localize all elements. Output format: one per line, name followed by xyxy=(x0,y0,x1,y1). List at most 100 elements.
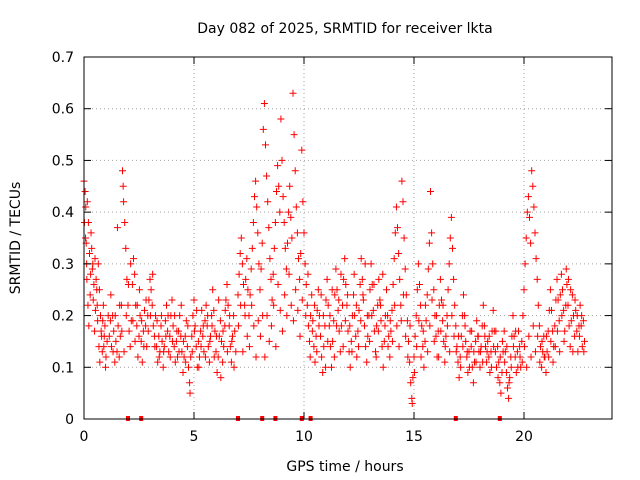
data-point xyxy=(390,255,398,263)
data-point xyxy=(397,301,405,309)
data-point xyxy=(353,353,361,361)
data-point xyxy=(224,301,232,309)
data-point xyxy=(501,358,509,366)
data-point xyxy=(490,343,498,351)
data-point xyxy=(254,317,262,325)
data-point xyxy=(326,343,334,351)
data-point xyxy=(425,239,433,247)
data-point xyxy=(164,312,172,320)
data-point xyxy=(166,353,174,361)
data-point xyxy=(160,343,168,351)
data-point xyxy=(562,265,570,273)
data-point xyxy=(572,306,580,314)
data-point xyxy=(536,358,544,366)
data-point xyxy=(560,306,568,314)
data-point xyxy=(352,301,360,309)
data-point xyxy=(407,379,415,387)
data-point xyxy=(221,306,229,314)
data-point xyxy=(479,301,487,309)
data-point xyxy=(271,218,279,226)
data-point xyxy=(212,332,220,340)
data-point xyxy=(406,322,414,330)
data-point xyxy=(181,332,189,340)
data-point xyxy=(227,358,235,366)
data-point xyxy=(90,281,98,289)
data-point xyxy=(361,322,368,330)
data-point xyxy=(135,332,143,340)
data-point xyxy=(122,312,130,320)
data-point xyxy=(84,301,92,309)
data-point xyxy=(253,203,261,211)
data-point xyxy=(266,255,274,263)
data-point xyxy=(430,286,438,294)
data-point xyxy=(234,322,242,330)
data-point xyxy=(223,281,231,289)
data-point xyxy=(239,348,247,356)
data-point xyxy=(465,363,473,371)
data-point xyxy=(446,234,454,242)
data-point xyxy=(413,286,421,294)
data-point xyxy=(373,322,381,330)
data-point xyxy=(519,312,527,320)
data-point xyxy=(514,363,522,371)
data-point xyxy=(140,343,148,351)
data-point xyxy=(284,239,291,247)
data-point xyxy=(189,312,197,320)
data-point xyxy=(124,281,132,289)
data-point xyxy=(452,322,460,330)
data-point xyxy=(441,358,449,366)
data-point xyxy=(153,343,161,351)
data-point xyxy=(551,322,559,330)
data-point xyxy=(267,322,275,330)
data-point xyxy=(430,337,438,345)
data-point xyxy=(567,286,575,294)
data-point xyxy=(543,348,551,356)
data-point xyxy=(308,291,316,299)
data-point xyxy=(161,317,169,325)
data-point xyxy=(234,291,242,299)
data-point xyxy=(193,306,201,314)
data-point xyxy=(226,343,234,351)
data-point xyxy=(211,327,219,335)
data-point xyxy=(518,358,526,366)
data-point xyxy=(299,198,307,206)
data-point xyxy=(314,286,322,294)
data-point xyxy=(516,353,524,361)
data-point xyxy=(270,301,278,309)
data-point xyxy=(467,343,475,351)
data-point xyxy=(556,291,564,299)
axis-ticks: 0 0.1 0.2 0.3 0.4 0.5 0.6 0.7 0 5 10 15 20 xyxy=(52,50,612,445)
data-point xyxy=(228,337,236,345)
data-point xyxy=(374,327,382,335)
data-point xyxy=(472,337,480,345)
x-tick-label: 0 xyxy=(80,429,89,445)
data-point xyxy=(255,260,263,268)
data-point xyxy=(333,322,341,330)
data-point xyxy=(173,327,181,335)
data-point xyxy=(289,89,297,97)
data-point xyxy=(487,363,495,371)
data-point xyxy=(238,260,246,268)
data-point xyxy=(280,218,288,226)
data-point xyxy=(287,213,295,221)
data-point xyxy=(381,322,389,330)
data-point xyxy=(328,363,335,371)
data-point xyxy=(301,260,309,268)
data-point xyxy=(185,363,192,371)
data-point xyxy=(232,348,240,356)
data-point xyxy=(335,296,343,304)
data-point xyxy=(304,270,312,278)
data-point xyxy=(436,275,444,283)
data-point xyxy=(205,358,213,366)
data-point xyxy=(118,327,126,335)
data-point xyxy=(485,332,493,340)
data-point xyxy=(216,317,224,325)
data-point xyxy=(524,193,532,201)
data-point xyxy=(439,317,447,325)
data-point xyxy=(578,312,586,320)
data-point xyxy=(257,265,265,273)
data-point xyxy=(337,270,345,278)
data-point xyxy=(297,250,305,258)
data-point xyxy=(388,337,396,345)
